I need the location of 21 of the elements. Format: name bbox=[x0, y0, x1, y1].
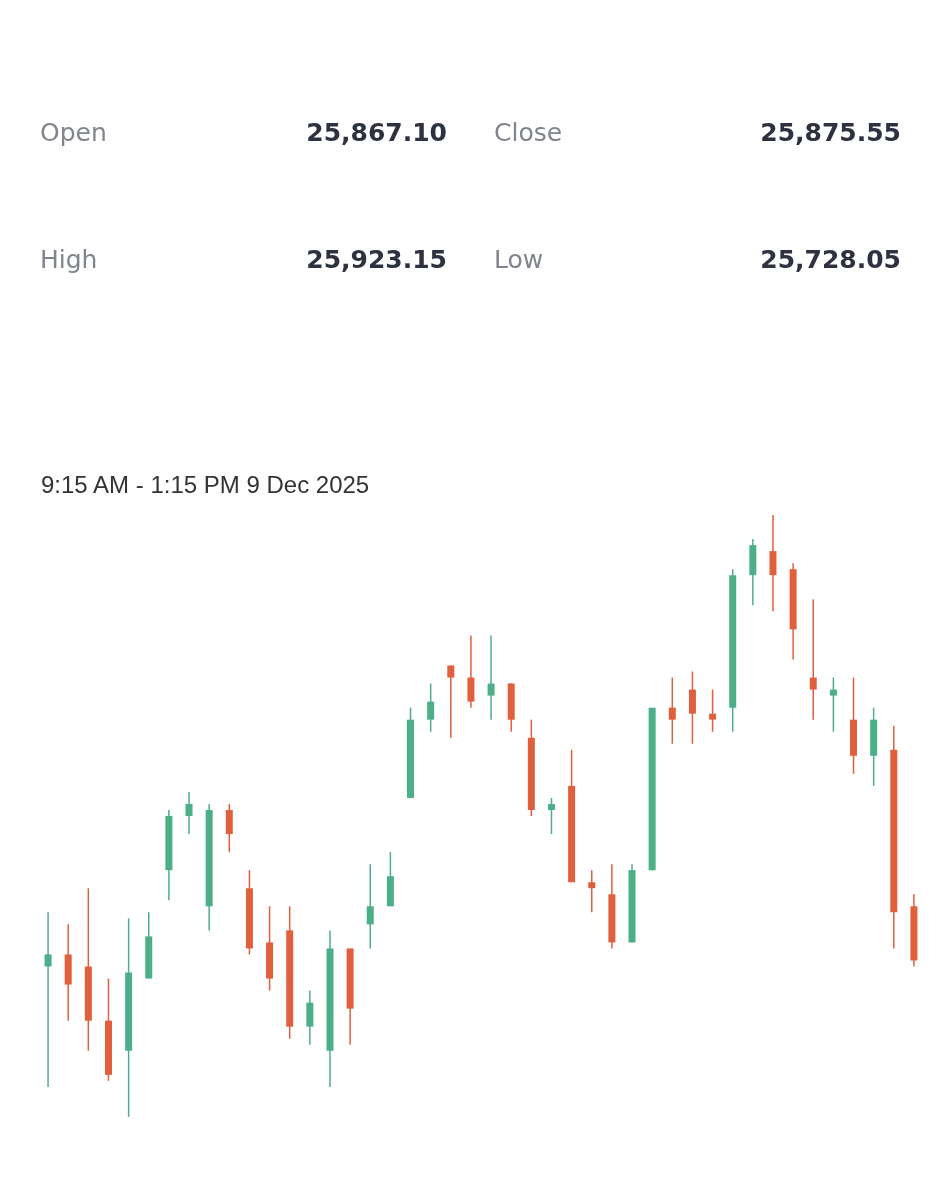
candlestick bbox=[447, 664, 455, 739]
text: Open bbox=[40, 118, 107, 148]
candlestick bbox=[588, 869, 596, 914]
text: 25,875.55 bbox=[760, 118, 901, 148]
candlestick bbox=[185, 791, 193, 835]
candlestick bbox=[366, 863, 374, 950]
candlestick bbox=[829, 676, 837, 733]
text: 25,923.15 bbox=[306, 245, 447, 275]
text: Low bbox=[494, 245, 544, 275]
candlestick bbox=[809, 598, 817, 721]
text: High bbox=[40, 245, 98, 275]
candlestick bbox=[487, 634, 495, 721]
candlestick bbox=[44, 911, 52, 1088]
text: 25,867.10 bbox=[306, 118, 447, 148]
candlestick bbox=[709, 688, 717, 733]
candlestick bbox=[547, 797, 555, 835]
candlestick bbox=[668, 676, 676, 745]
text: 25,728.05 bbox=[760, 245, 901, 275]
chart-title: 9:15 AM - 1:15 PM 9 Dec 2025 bbox=[41, 470, 370, 498]
candlestick bbox=[427, 682, 435, 733]
text: Close bbox=[494, 118, 563, 148]
